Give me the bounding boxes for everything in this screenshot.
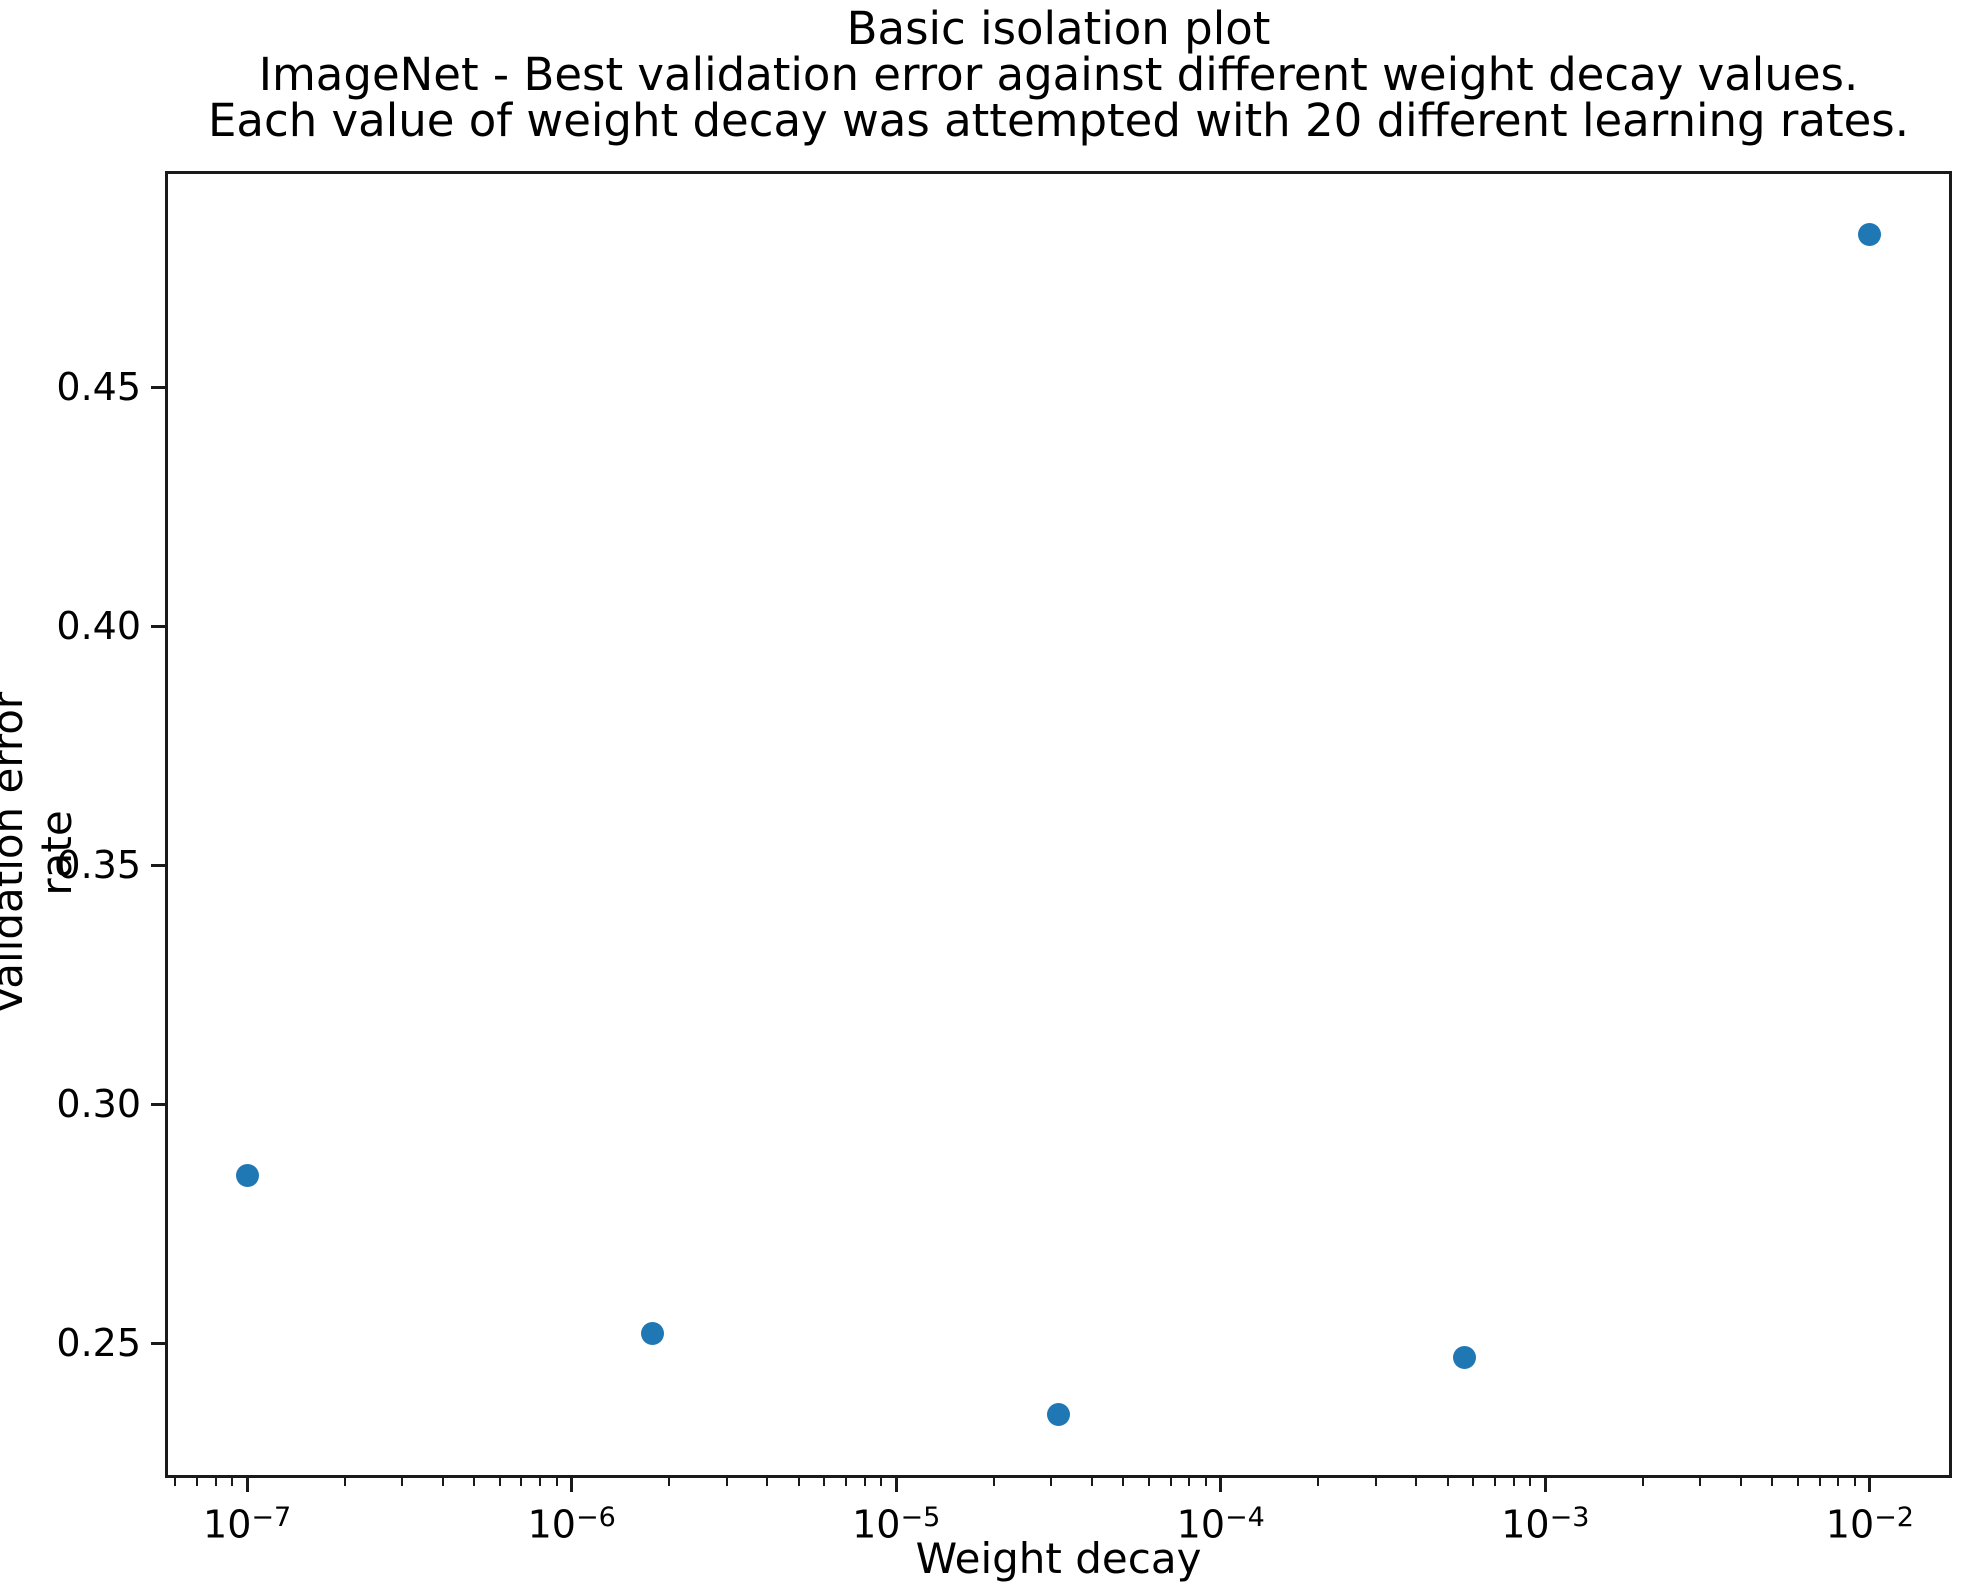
x-minor-tick (725, 1478, 728, 1486)
x-minor-tick (498, 1478, 501, 1486)
x-minor-tick (231, 1478, 234, 1486)
chart-title: Basic isolation plot ImageNet - Best val… (166, 6, 1951, 144)
scatter-point (641, 1322, 665, 1346)
x-minor-tick (1529, 1478, 1532, 1486)
x-major-tick (894, 1478, 898, 1492)
x-tick-label: 10−4 (1176, 1502, 1265, 1547)
plot-area (165, 171, 1952, 1478)
x-major-tick (245, 1478, 249, 1492)
x-minor-tick (400, 1478, 403, 1486)
x-minor-tick (1854, 1478, 1856, 1486)
chart-title-line-3: Each value of weight decay was attempted… (207, 94, 1910, 147)
x-minor-tick (1188, 1478, 1191, 1486)
x-tick-label: 10−2 (1825, 1502, 1914, 1547)
x-major-tick (1543, 1478, 1547, 1492)
x-axis-label: Weight decay (915, 1534, 1202, 1583)
x-minor-tick (797, 1478, 800, 1486)
x-minor-tick (472, 1478, 475, 1486)
scatter-point (1046, 1403, 1070, 1427)
y-tick (151, 863, 165, 867)
x-minor-tick (1050, 1478, 1053, 1486)
y-tick-label: 0.30 (56, 1082, 141, 1127)
x-minor-tick (1512, 1478, 1515, 1486)
x-minor-tick (863, 1478, 866, 1486)
x-major-tick (1868, 1478, 1872, 1492)
x-minor-tick (441, 1478, 444, 1486)
x-minor-tick (1494, 1478, 1497, 1486)
x-minor-tick (1699, 1478, 1702, 1486)
x-major-tick (1219, 1478, 1223, 1492)
scatter-point (1452, 1345, 1476, 1369)
x-minor-tick (668, 1478, 671, 1486)
x-minor-tick (539, 1478, 542, 1486)
x-minor-tick (1642, 1478, 1645, 1486)
x-minor-tick (214, 1478, 217, 1486)
x-minor-tick (1147, 1478, 1150, 1486)
x-minor-tick (823, 1478, 826, 1486)
x-minor-tick (1837, 1478, 1840, 1486)
x-minor-tick (1169, 1478, 1172, 1486)
x-minor-tick (1122, 1478, 1125, 1486)
x-minor-tick (1472, 1478, 1475, 1486)
y-tick (151, 385, 165, 389)
x-tick-label: 10−6 (527, 1502, 616, 1547)
x-minor-tick (1204, 1478, 1207, 1486)
x-minor-tick (555, 1478, 558, 1486)
chart-title-line-1: Basic isolation plot (846, 2, 1271, 55)
scatter-point (1858, 222, 1882, 246)
x-minor-tick (1446, 1478, 1449, 1486)
x-major-tick (570, 1478, 574, 1492)
x-tick-label: 10−5 (852, 1502, 941, 1547)
x-minor-tick (1818, 1478, 1821, 1486)
x-minor-tick (992, 1478, 995, 1486)
x-minor-tick (766, 1478, 769, 1486)
chart-title-line-2: ImageNet - Best validation error against… (258, 48, 1859, 101)
y-tick-label: 0.35 (56, 843, 141, 888)
x-minor-tick (1317, 1478, 1320, 1486)
y-tick-label: 0.40 (56, 604, 141, 649)
y-tick-label: 0.25 (56, 1321, 141, 1366)
y-tick (151, 1341, 165, 1345)
x-minor-tick (174, 1478, 177, 1486)
x-minor-tick (1739, 1478, 1742, 1486)
x-tick-label: 10−7 (203, 1502, 292, 1547)
scatter-point (235, 1164, 259, 1188)
x-minor-tick (1415, 1478, 1418, 1486)
x-minor-tick (844, 1478, 847, 1486)
x-tick-label: 10−3 (1501, 1502, 1590, 1547)
x-minor-tick (1374, 1478, 1377, 1486)
y-tick (151, 624, 165, 628)
x-minor-tick (343, 1478, 346, 1486)
x-minor-tick (1090, 1478, 1093, 1486)
x-minor-tick (520, 1478, 523, 1486)
x-minor-tick (1796, 1478, 1799, 1486)
y-tick (151, 1102, 165, 1106)
x-minor-tick (880, 1478, 883, 1486)
x-minor-tick (1771, 1478, 1774, 1486)
y-axis-label: Validation error rate (0, 691, 81, 1015)
x-minor-tick (195, 1478, 198, 1486)
y-tick-label: 0.45 (56, 365, 141, 410)
